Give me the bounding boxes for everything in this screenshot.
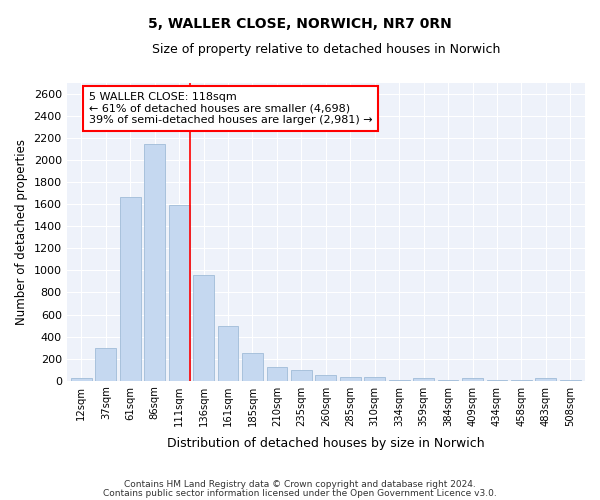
Bar — [340, 378, 361, 380]
Bar — [535, 378, 556, 380]
Bar — [193, 275, 214, 380]
Text: 5 WALLER CLOSE: 118sqm
← 61% of detached houses are smaller (4,698)
39% of semi-: 5 WALLER CLOSE: 118sqm ← 61% of detached… — [89, 92, 372, 125]
Text: Contains public sector information licensed under the Open Government Licence v3: Contains public sector information licen… — [103, 488, 497, 498]
Bar — [95, 348, 116, 380]
Bar — [291, 370, 312, 380]
Bar — [364, 378, 385, 380]
Bar — [242, 353, 263, 380]
X-axis label: Distribution of detached houses by size in Norwich: Distribution of detached houses by size … — [167, 437, 485, 450]
Y-axis label: Number of detached properties: Number of detached properties — [15, 139, 28, 325]
Bar — [462, 378, 483, 380]
Bar — [266, 368, 287, 380]
Text: Contains HM Land Registry data © Crown copyright and database right 2024.: Contains HM Land Registry data © Crown c… — [124, 480, 476, 489]
Title: Size of property relative to detached houses in Norwich: Size of property relative to detached ho… — [152, 42, 500, 56]
Bar — [413, 378, 434, 380]
Bar — [316, 375, 336, 380]
Text: 5, WALLER CLOSE, NORWICH, NR7 0RN: 5, WALLER CLOSE, NORWICH, NR7 0RN — [148, 18, 452, 32]
Bar — [120, 196, 140, 380]
Bar — [144, 144, 165, 380]
Bar — [218, 326, 238, 380]
Bar — [71, 378, 92, 380]
Bar — [169, 206, 190, 380]
